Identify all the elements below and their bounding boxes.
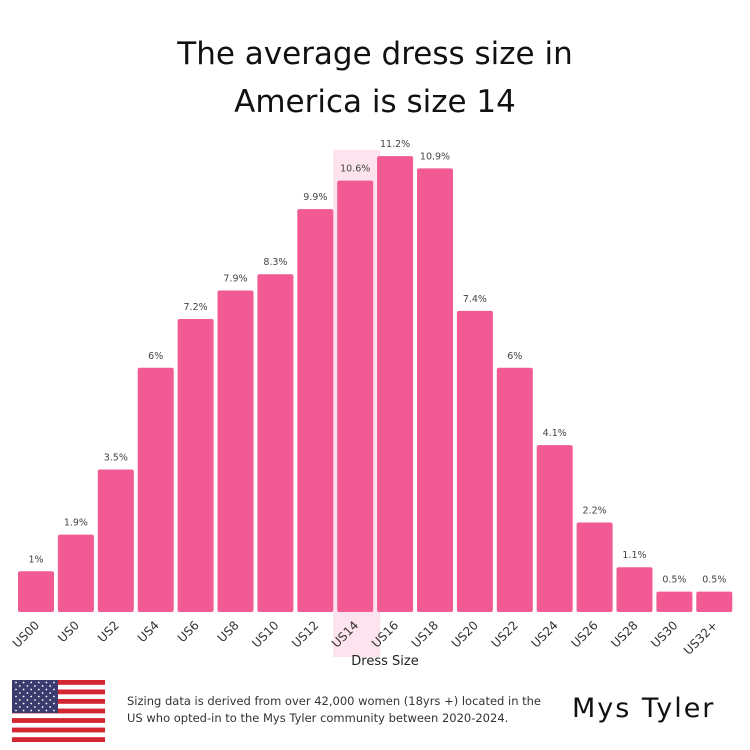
x-tick-label: US4 <box>135 618 162 645</box>
data-label: 0.5% <box>662 575 686 586</box>
bar-US6 <box>177 318 214 612</box>
bar-US18 <box>417 168 453 612</box>
data-label: 1.1% <box>622 550 646 561</box>
bar-US00 <box>18 571 54 612</box>
data-label: 10.6% <box>340 164 370 175</box>
bar-US8 <box>217 290 254 612</box>
x-axis-label: Dress Size <box>351 654 419 669</box>
data-label: 8.3% <box>263 257 287 268</box>
bar-US24 <box>536 445 573 612</box>
data-label: 9.9% <box>303 192 327 203</box>
x-tick-label: US00 <box>10 618 42 650</box>
x-tick-label: US6 <box>175 618 202 645</box>
bar-US26 <box>576 522 613 612</box>
data-label: 1% <box>28 554 43 565</box>
bar-US30 <box>656 591 693 612</box>
us-flag-icon <box>12 680 105 742</box>
bar-US14 <box>337 180 374 612</box>
bar-US12 <box>297 209 334 612</box>
bar-US22 <box>496 367 533 612</box>
bar-US10 <box>257 274 294 612</box>
x-tick-label: US0 <box>55 618 82 645</box>
x-tick-label: US28 <box>608 618 640 650</box>
brand-logo: Mys Tyler <box>572 693 716 724</box>
data-label: 7.4% <box>463 294 487 305</box>
footnote-line-2: US who opted-in to the Mys Tyler communi… <box>127 711 509 725</box>
data-label: 3.5% <box>104 453 128 464</box>
x-tick-label: US12 <box>289 618 321 650</box>
x-tick-label: US22 <box>489 618 521 650</box>
x-tick-label: US24 <box>529 618 561 650</box>
data-label: 2.2% <box>583 505 607 516</box>
bar-US32+ <box>696 591 733 612</box>
data-label: 6% <box>507 351 522 362</box>
x-tick-label: US8 <box>215 618 242 645</box>
x-tick-label: US20 <box>449 618 481 650</box>
data-label: 6% <box>148 351 163 362</box>
x-tick-label: US2 <box>95 618 122 645</box>
footnote-line-1: Sizing data is derived from over 42,000 … <box>127 694 542 708</box>
data-label: 10.9% <box>420 151 450 162</box>
data-label: 1.9% <box>64 518 88 529</box>
x-tick-label: US18 <box>409 618 441 650</box>
bar-US2 <box>97 469 134 612</box>
data-label: 11.2% <box>380 139 410 150</box>
x-tick-label: US10 <box>249 618 281 650</box>
bar-US4 <box>137 367 174 612</box>
bar-US28 <box>616 567 653 612</box>
x-tick-label: US32+ <box>681 618 720 657</box>
x-tick-label: US30 <box>648 618 680 650</box>
title-text: The average dress size in America is siz… <box>177 36 573 120</box>
data-label: 4.1% <box>543 428 567 439</box>
chart-title: The average dress size in America is siz… <box>0 30 750 126</box>
footnote: Sizing data is derived from over 42,000 … <box>127 693 567 727</box>
bar-US0 <box>57 534 94 612</box>
data-label: 7.2% <box>184 302 208 313</box>
data-label: 7.9% <box>223 273 247 284</box>
x-tick-label: US26 <box>568 618 600 650</box>
bar-US20 <box>456 310 493 612</box>
bar-US16 <box>377 156 414 612</box>
data-label: 0.5% <box>702 575 726 586</box>
